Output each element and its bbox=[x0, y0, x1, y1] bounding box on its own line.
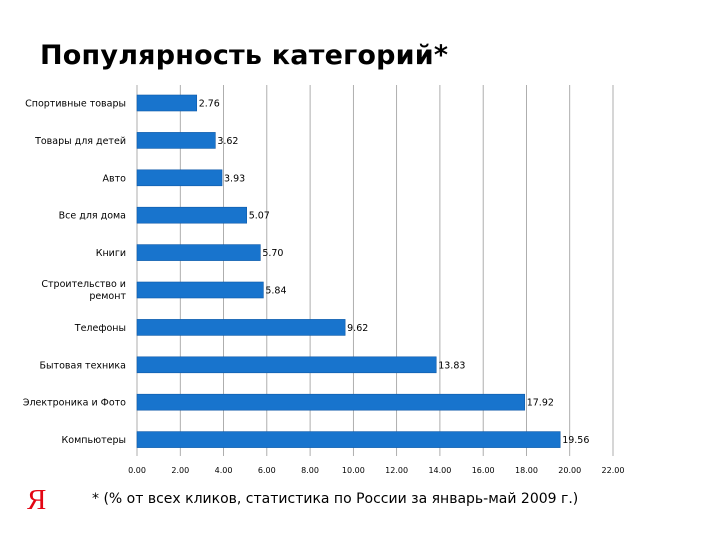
bar bbox=[136, 393, 526, 411]
category-label: Товары для детей bbox=[34, 136, 126, 147]
category-label: Спортивные товары bbox=[25, 99, 126, 110]
grid-lines bbox=[136, 85, 614, 456]
value-label: 19.56 bbox=[562, 435, 589, 446]
category-label: Книги bbox=[96, 248, 126, 259]
bar bbox=[136, 244, 261, 261]
footnote: * (% от всех кликов, статистика по Росси… bbox=[92, 491, 579, 507]
x-tick-label: 20.00 bbox=[558, 466, 581, 475]
x-tick-label: 2.00 bbox=[171, 466, 189, 475]
x-tick-label: 6.00 bbox=[258, 466, 276, 475]
value-label: 5.70 bbox=[262, 248, 283, 259]
x-tick-label: 10.00 bbox=[342, 466, 365, 475]
category-label: Электроника и Фото bbox=[23, 398, 126, 409]
x-tick-label: 4.00 bbox=[215, 466, 233, 475]
x-tick-label: 14.00 bbox=[428, 466, 451, 475]
x-tick-label: 0.00 bbox=[128, 466, 146, 475]
x-axis-ticks: 0.00 2.00 4.00 6.00 8.00 10.00 12.00 14.00 16.00… bbox=[128, 466, 624, 475]
bar bbox=[136, 94, 198, 112]
x-tick-label: 22.00 bbox=[602, 466, 625, 475]
x-tick-label: 16.00 bbox=[472, 466, 495, 475]
bar bbox=[136, 431, 561, 448]
value-label: 13.83 bbox=[438, 360, 465, 371]
value-label: 17.92 bbox=[527, 398, 554, 409]
value-label: 3.93 bbox=[224, 173, 245, 184]
x-tick-label: 12.00 bbox=[385, 466, 408, 475]
yandex-logo-icon: Я bbox=[27, 484, 47, 516]
value-label: 3.62 bbox=[217, 136, 238, 147]
category-label: Телефоны bbox=[74, 323, 126, 334]
bars bbox=[136, 94, 561, 448]
value-labels: 2.76 3.62 3.93 5.07 5.70 5.84 9.62 13.83 17.92 19… bbox=[199, 99, 590, 447]
category-label: Строительство и ремонт bbox=[41, 279, 126, 302]
bar bbox=[136, 356, 437, 374]
category-label: Компьютеры bbox=[62, 435, 126, 446]
value-label: 5.84 bbox=[265, 286, 286, 297]
category-label: Бытовая техника bbox=[40, 360, 126, 371]
x-tick-label: 18.00 bbox=[515, 466, 538, 475]
category-labels: Спортивные товары Товары для детей Авто Все… bbox=[23, 99, 127, 447]
value-label: 5.07 bbox=[249, 211, 270, 222]
bar bbox=[136, 132, 216, 149]
value-label: 2.76 bbox=[199, 99, 220, 110]
bar bbox=[136, 281, 264, 299]
value-label: 9.62 bbox=[347, 323, 368, 334]
category-label: Авто bbox=[103, 173, 127, 184]
category-label: Все для дома bbox=[59, 211, 126, 222]
chart-title: Популярность категорий* bbox=[40, 40, 449, 71]
bar bbox=[136, 169, 223, 187]
bar bbox=[136, 206, 247, 224]
bar bbox=[136, 319, 346, 336]
x-tick-label: 8.00 bbox=[301, 466, 319, 475]
